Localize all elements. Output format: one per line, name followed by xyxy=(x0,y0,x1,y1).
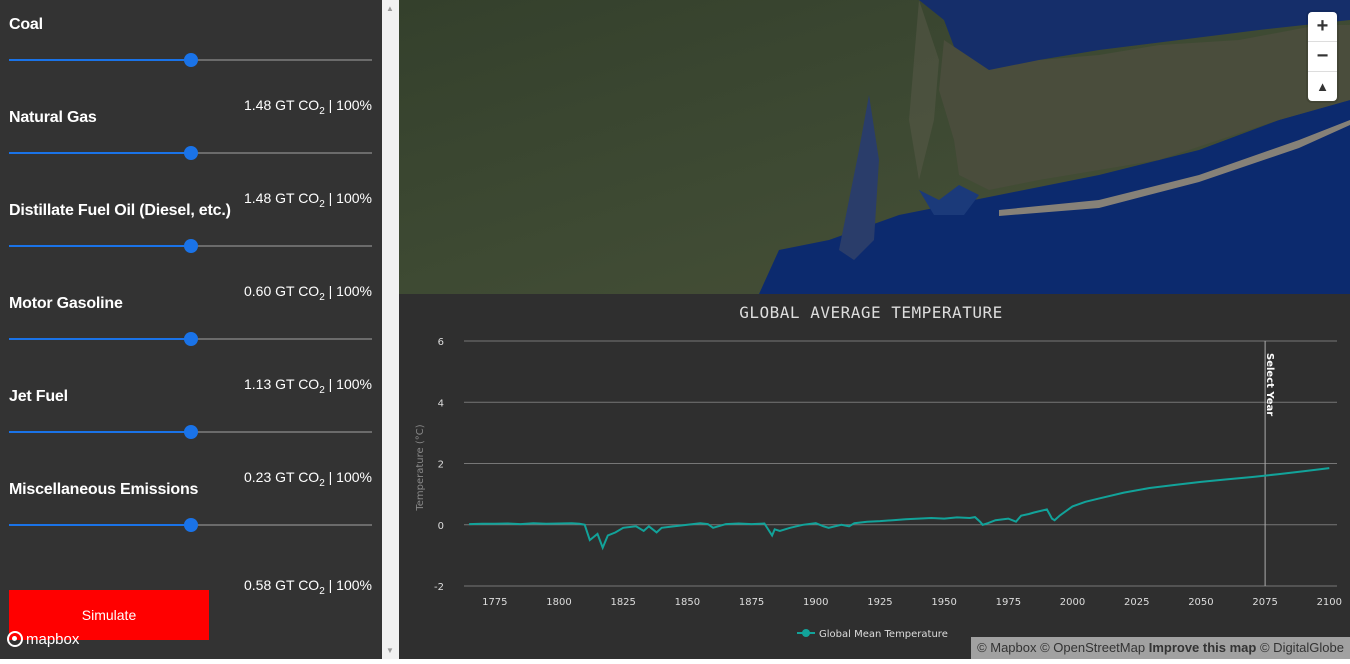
slider-thumb[interactable] xyxy=(183,146,198,160)
legend-marker xyxy=(802,629,810,637)
map-navigation-control: + − ▲ xyxy=(1308,12,1337,101)
satellite-map[interactable]: + − ▲ xyxy=(399,0,1350,294)
control-jet-fuel: Jet Fuel 1.13 GT CO2 | 100% xyxy=(0,376,382,477)
slider-thumb[interactable] xyxy=(183,239,198,253)
control-natural-gas: Natural Gas 1.48 GT CO2 | 100% xyxy=(0,97,382,198)
slider-track[interactable] xyxy=(9,332,372,346)
slider-track[interactable] xyxy=(9,425,372,439)
x-tick-label: 2100 xyxy=(1317,597,1342,608)
y-tick-label: -2 xyxy=(434,582,444,593)
sidebar-scrollbar[interactable]: ▲ ▼ xyxy=(382,0,399,659)
slider-track[interactable] xyxy=(9,53,372,67)
mapbox-logo-icon xyxy=(7,631,23,647)
slider-fill xyxy=(9,524,191,526)
control-value: 1.13 GT CO2 | 100% xyxy=(243,376,372,396)
control-value: 1.48 GT CO2 | 100% xyxy=(243,190,372,210)
y-tick-label: 6 xyxy=(438,337,444,348)
zoom-in-button[interactable]: + xyxy=(1308,12,1337,42)
mapbox-logo[interactable]: mapbox xyxy=(7,631,79,648)
zoom-out-button[interactable]: − xyxy=(1308,42,1337,72)
select-year-label: Select Year xyxy=(1264,353,1275,416)
x-tick-label: 2050 xyxy=(1188,597,1213,608)
slider-thumb[interactable] xyxy=(183,53,198,67)
x-tick-label: 1825 xyxy=(610,597,635,608)
control-label: Motor Gasoline xyxy=(9,295,123,312)
simulate-button[interactable]: Simulate xyxy=(9,590,209,640)
temperature-chart-panel: GLOBAL AVERAGE TEMPERATURE -2 0 2 4 6 1775 1800… xyxy=(399,294,1350,659)
x-tick-label: 2075 xyxy=(1252,597,1277,608)
slider-fill xyxy=(9,338,191,340)
temperature-chart: GLOBAL AVERAGE TEMPERATURE -2 0 2 4 6 1775 1800… xyxy=(415,303,1342,640)
control-label: Jet Fuel xyxy=(9,388,68,405)
x-tick-label: 1900 xyxy=(803,597,828,608)
control-coal: Coal xyxy=(0,12,382,105)
scroll-up-icon[interactable]: ▲ xyxy=(386,4,394,13)
control-miscellaneous-emissions: Miscellaneous Emissions 0.23 GT CO2 | 100… xyxy=(0,469,382,570)
slider-fill xyxy=(9,245,191,247)
series-line-0 xyxy=(469,467,1330,551)
slider-thumb[interactable] xyxy=(183,425,198,439)
slider-fill xyxy=(9,431,191,433)
x-tick-label: 1875 xyxy=(739,597,764,608)
y-axis-label: Temperature (°C) xyxy=(415,424,426,511)
slider-track[interactable] xyxy=(9,146,372,160)
map-attribution: © Mapbox © OpenStreetMap Improve this ma… xyxy=(971,637,1350,659)
slider-track[interactable] xyxy=(9,518,372,532)
controls-sidebar: Coal Natural Gas 1.48 GT CO2 | 100% Distill… xyxy=(0,0,382,659)
y-tick-label: 0 xyxy=(438,521,444,532)
x-tick-label: 1775 xyxy=(482,597,507,608)
control-label: Distillate Fuel Oil (Diesel, etc.) xyxy=(9,202,231,219)
x-tick-label: 1850 xyxy=(675,597,700,608)
control-value: 0.58 GT CO2 | 100% xyxy=(243,577,372,597)
x-tick-label: 1800 xyxy=(546,597,571,608)
slider-fill xyxy=(9,59,191,61)
scroll-down-icon[interactable]: ▼ xyxy=(386,646,394,655)
x-tick-label: 2025 xyxy=(1124,597,1149,608)
slider-thumb[interactable] xyxy=(183,332,198,346)
slider-fill xyxy=(9,152,191,154)
control-motor-gasoline: Motor Gasoline 0.60 GT CO2 | 100% xyxy=(0,283,382,384)
slider-track[interactable] xyxy=(9,239,372,253)
control-label: Miscellaneous Emissions xyxy=(9,481,199,498)
control-value: 0.60 GT CO2 | 100% xyxy=(243,283,372,303)
chart-title: GLOBAL AVERAGE TEMPERATURE xyxy=(739,303,1002,322)
control-value: 0.23 GT CO2 | 100% xyxy=(243,469,372,489)
legend-label: Global Mean Temperature xyxy=(819,629,948,640)
satellite-imagery xyxy=(399,0,1350,294)
y-tick-label: 4 xyxy=(438,398,444,409)
x-tick-label: 2000 xyxy=(1060,597,1085,608)
control-distillate-fuel-oil-diesel-etc: Distillate Fuel Oil (Diesel, etc.) 1.48 G… xyxy=(0,190,382,291)
improve-map-link[interactable]: Improve this map xyxy=(1148,640,1257,655)
control-value: 1.48 GT CO2 | 100% xyxy=(243,97,372,117)
x-tick-label: 1975 xyxy=(996,597,1021,608)
slider-thumb[interactable] xyxy=(183,518,198,532)
control-misc-value-row: 0.58 GT CO2 | 100% xyxy=(0,577,382,659)
x-tick-label: 1925 xyxy=(867,597,892,608)
x-tick-label: 1950 xyxy=(931,597,956,608)
y-tick-label: 2 xyxy=(438,460,444,471)
control-label: Natural Gas xyxy=(9,109,97,126)
control-label: Coal xyxy=(9,16,43,33)
compass-icon[interactable]: ▲ xyxy=(1316,79,1329,94)
